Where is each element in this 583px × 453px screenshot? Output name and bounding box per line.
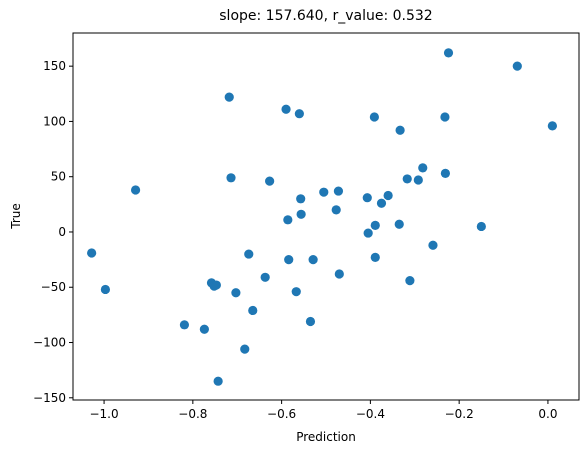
data-point-3: [179, 320, 190, 330]
data-point-14: [248, 305, 258, 316]
data-point-43: [428, 240, 438, 250]
data-point-9: [224, 92, 234, 102]
y-tick-label-3: 0: [58, 225, 66, 239]
data-point-33: [370, 220, 380, 230]
data-point-1: [100, 284, 110, 295]
data-point-39: [402, 174, 412, 184]
y-tick-label-6: 150: [43, 59, 66, 73]
y-axis-ticks: −150 −100 −50 0 50 100 150: [33, 59, 73, 405]
data-point-24: [305, 316, 316, 327]
data-point-11: [231, 288, 241, 298]
data-point-25: [308, 255, 318, 265]
data-point-7: [211, 280, 221, 290]
y-tick-label-5: 100: [43, 114, 66, 128]
data-point-27: [331, 205, 341, 215]
data-point-20: [291, 287, 301, 297]
data-point-26: [319, 187, 329, 197]
x-tick-label-0: −1.0: [89, 407, 118, 421]
data-points: [87, 48, 557, 386]
data-point-45: [440, 168, 450, 178]
data-point-29: [334, 269, 344, 279]
x-tick-label-5: 0.0: [538, 407, 557, 421]
data-point-32: [369, 112, 379, 122]
x-tick-label-3: −0.4: [356, 407, 385, 421]
data-point-10: [226, 173, 236, 183]
x-axis-ticks: −1.0 −0.8 −0.6 −0.4 −0.2 0.0: [89, 400, 557, 421]
data-point-15: [260, 272, 270, 282]
data-point-18: [283, 215, 293, 225]
data-point-40: [405, 276, 415, 286]
data-point-37: [394, 219, 404, 229]
y-axis-label: True: [9, 203, 23, 230]
chart-title: slope: 157.640, r_value: 0.532: [219, 8, 432, 24]
data-point-22: [296, 194, 306, 204]
y-tick-label-2: −50: [41, 280, 66, 294]
data-point-36: [383, 190, 393, 201]
data-point-49: [547, 121, 557, 131]
data-point-2: [130, 185, 141, 195]
data-point-46: [443, 48, 454, 58]
y-tick-label-0: −150: [33, 391, 66, 405]
data-point-13: [244, 249, 254, 259]
data-point-31: [363, 228, 373, 238]
data-point-12: [240, 344, 250, 354]
x-tick-label-1: −0.8: [178, 407, 207, 421]
data-point-23: [296, 209, 306, 219]
data-point-8: [213, 376, 223, 386]
data-point-41: [413, 175, 423, 185]
x-tick-label-4: −0.2: [445, 407, 474, 421]
data-point-28: [333, 186, 344, 196]
data-point-0: [87, 248, 97, 258]
data-point-4: [199, 324, 209, 334]
data-point-21: [294, 109, 304, 119]
data-point-42: [418, 163, 428, 173]
data-point-16: [265, 176, 275, 186]
data-point-17: [281, 104, 291, 114]
data-point-44: [440, 112, 450, 122]
y-tick-label-1: −100: [33, 336, 66, 350]
data-point-34: [370, 252, 380, 262]
data-point-47: [476, 221, 486, 232]
x-axis-label: Prediction: [296, 430, 356, 444]
plot-area-frame: [72, 32, 580, 401]
y-tick-label-4: 50: [51, 170, 66, 184]
data-point-19: [284, 255, 294, 265]
data-point-35: [376, 198, 387, 208]
data-point-30: [362, 193, 372, 203]
data-point-38: [395, 125, 405, 135]
data-point-48: [512, 61, 522, 71]
x-tick-label-2: −0.6: [267, 407, 296, 421]
